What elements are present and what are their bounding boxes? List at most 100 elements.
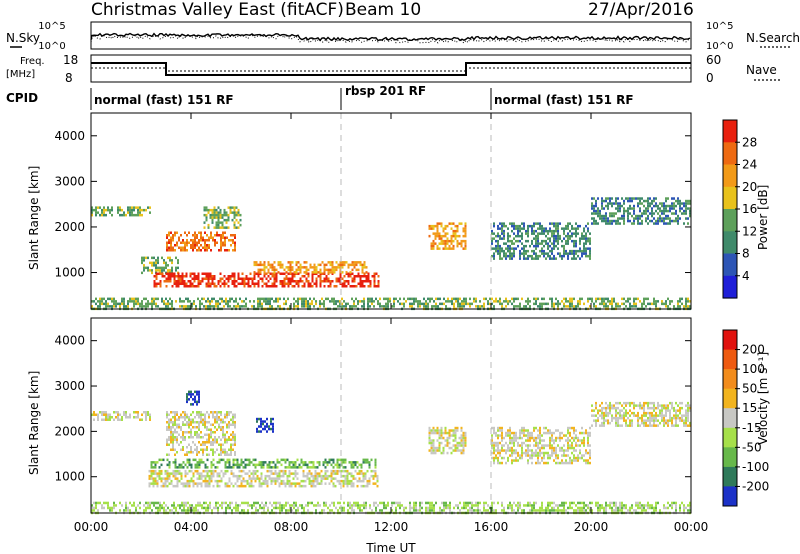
power-echo-region — [428, 222, 467, 250]
power-colorbar-swatch — [723, 209, 737, 232]
velocity-ylabel: Slant Range [km] — [27, 371, 41, 475]
nsearch-label: N.Search — [746, 31, 800, 45]
power-ytick-label: 3000 — [54, 174, 85, 188]
velocity-echo-region — [491, 426, 591, 465]
velocity-colorbar-tick: 100 — [742, 362, 765, 376]
power-colorbar-tick: 12 — [742, 224, 757, 238]
time-axis: 00:00 04:00 08:00 12:00 16:00 20:00 00:00 — [74, 113, 709, 534]
cpid-label: CPID — [6, 91, 38, 105]
velocity-colorbar-swatch — [723, 330, 737, 351]
power-colorbar-swatch — [723, 164, 737, 188]
velocity-echo-region — [591, 401, 691, 427]
power-colorbar-swatch — [723, 186, 737, 210]
velocity-colorbar-swatch — [723, 466, 737, 487]
plot-title: Christmas Valley East (fitACF) — [91, 0, 344, 20]
velocity-echo-region — [428, 426, 467, 455]
velocity-ytick-label: 2000 — [54, 424, 85, 438]
velocity-echo-region — [166, 411, 236, 456]
cpid-mode-3: normal (fast) 151 RF — [494, 93, 634, 107]
velocity-colorbar-swatch — [723, 408, 737, 429]
power-panel: 1000 2000 3000 4000 Slant Range [km] — [27, 112, 692, 311]
power-colorbar-tick: 16 — [742, 202, 757, 216]
power-echo-region — [491, 222, 591, 260]
noise-tick-low-right: 10^0 — [706, 41, 733, 52]
power-colorbar-label: Power [dB] — [756, 185, 770, 250]
power-echo-region — [203, 206, 242, 229]
power-ylabel: Slant Range [km] — [27, 166, 41, 270]
power-echo-region — [141, 256, 179, 275]
velocity-colorbar-tick: -15 — [742, 421, 762, 435]
velocity-colorbar: 200 100 50 15 -15 -50 -100 -200 — [722, 329, 769, 507]
xtick-label: 12:00 — [374, 520, 409, 534]
noise-tick-low-left: 10^0 — [38, 41, 65, 52]
power-colorbar-swatch — [723, 275, 737, 299]
power-ytick-label: 1000 — [54, 266, 85, 280]
velocity-ytick-label: 4000 — [54, 334, 85, 348]
velocity-colorbar-tick: 15 — [742, 401, 757, 415]
power-ytick-label: 4000 — [54, 129, 85, 143]
velocity-colorbar-swatch — [723, 447, 737, 468]
freq-tick-high: 18 — [63, 53, 78, 67]
power-colorbar-swatch — [723, 120, 737, 143]
freq-panel: Freq. [MHz] 18 8 60 0 Nave — [6, 53, 780, 85]
nave-tick-low: 0 — [706, 71, 714, 85]
velocity-colorbar-tick: 50 — [742, 382, 757, 396]
xtick-label: 04:00 — [174, 520, 209, 534]
power-echo-region — [253, 261, 368, 274]
velocity-colorbar-tick: -200 — [742, 479, 769, 493]
xtick-label: 00:00 — [674, 520, 709, 534]
beam-label: Beam 10 — [345, 0, 421, 20]
velocity-colorbar-swatch — [723, 427, 737, 448]
nsky-label: N.Sky — [6, 31, 40, 45]
power-colorbar-tick: 8 — [742, 247, 750, 261]
velocity-colorbar-tick: -50 — [742, 440, 762, 454]
velocity-echo-region — [150, 458, 377, 469]
xtick-label: 00:00 — [74, 520, 109, 534]
nave-label: Nave — [746, 63, 777, 77]
power-colorbar-tick: 28 — [742, 135, 757, 149]
xtick-label: 16:00 — [474, 520, 509, 534]
power-colorbar: 28 24 20 16 12 8 4 — [722, 119, 757, 299]
power-colorbar-swatch — [723, 142, 737, 166]
velocity-colorbar-swatch — [723, 369, 737, 390]
freq-series — [91, 62, 691, 76]
velocity-colorbar-swatch — [723, 486, 737, 507]
xtick-label: 20:00 — [574, 520, 609, 534]
power-colorbar-swatch — [723, 231, 737, 255]
velocity-ytick-label: 3000 — [54, 379, 85, 393]
cpid-mode-2: rbsp 201 RF — [345, 84, 426, 98]
power-echo-region — [591, 197, 691, 225]
power-echo-region — [91, 206, 151, 217]
velocity-panel: 1000 2000 3000 4000 Slant Range [km] — [27, 317, 692, 515]
power-colorbar-tick: 24 — [742, 158, 757, 172]
velocity-echo-region — [186, 390, 200, 406]
freq-unit: [MHz] — [6, 69, 35, 80]
xlabel: Time UT — [365, 541, 416, 554]
noise-panel: N.Sky 10^5 10^0 10^5 10^0 N.Search — [6, 21, 800, 52]
noise-tick-high-left: 10^5 — [38, 21, 65, 32]
velocity-colorbar-tick: -100 — [742, 460, 769, 474]
velocity-colorbar-label: Velocity [m s⁻¹] — [756, 352, 770, 445]
nave-tick-high: 60 — [706, 53, 721, 67]
velocity-echo-region — [256, 417, 274, 433]
power-echo-region — [153, 272, 380, 288]
date-label: 27/Apr/2016 — [588, 0, 694, 20]
power-colorbar-swatch — [723, 253, 737, 277]
velocity-echo-region — [148, 469, 379, 488]
cpid-mode-1: normal (fast) 151 RF — [94, 93, 234, 107]
velocity-echo-region — [91, 411, 151, 421]
power-echo-region — [166, 231, 236, 252]
velocity-colorbar-tick: 200 — [742, 343, 765, 357]
noise-tick-high-right: 10^5 — [706, 21, 733, 32]
velocity-ytick-label: 1000 — [54, 470, 85, 484]
nsearch-series — [90, 34, 691, 44]
velocity-colorbar-swatch — [723, 349, 737, 370]
xtick-label: 08:00 — [274, 520, 309, 534]
power-ytick-label: 2000 — [54, 220, 85, 234]
cpid-row: CPID normal (fast) 151 RF rbsp 201 RF no… — [6, 84, 634, 110]
velocity-colorbar-swatch — [723, 388, 737, 409]
power-colorbar-tick: 20 — [742, 180, 757, 194]
power-colorbar-tick: 4 — [742, 269, 750, 283]
freq-tick-low: 8 — [65, 71, 73, 85]
